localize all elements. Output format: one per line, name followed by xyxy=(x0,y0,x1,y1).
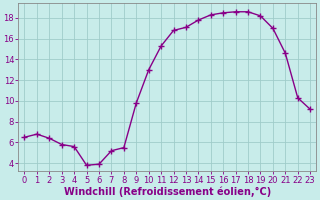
X-axis label: Windchill (Refroidissement éolien,°C): Windchill (Refroidissement éolien,°C) xyxy=(64,186,271,197)
